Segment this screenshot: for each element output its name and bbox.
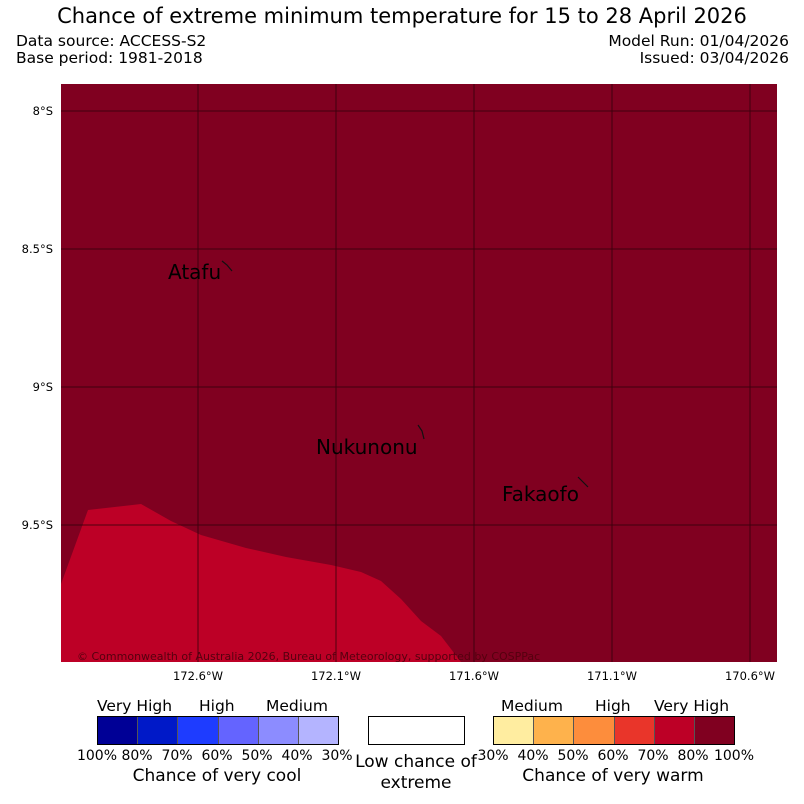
model-run-text: Model Run: 01/04/2026 [608,32,789,50]
base-period-text: Base period: 1981-2018 [16,49,203,67]
warm-group-very-high: Very High [654,697,730,715]
cool-tick-80: 80% [121,748,153,764]
warm-tick-40: 40% [517,748,549,764]
warm-caption: Chance of very warm [522,766,704,786]
cool-group-high: High [199,697,235,715]
lon-label-172-1: 172.1°W [310,669,362,683]
copyright-text: © Commonwealth of Australia 2026, Bureau… [77,650,540,662]
cool-swatch-100-80 [98,717,139,744]
cool-caption: Chance of very cool [132,766,302,786]
low-chance-swatch [368,716,465,745]
lon-label-171-6: 171.6°W [448,669,500,683]
cool-tick-50: 50% [241,748,273,764]
warm-swatch-40-50 [534,717,575,744]
lat-label-9-5: 9.5°S [21,518,53,532]
lat-label-8: 8°S [32,104,53,118]
lat-label-9: 9°S [32,380,53,394]
atoll-outlines [221,260,589,488]
low-chance-caption: Low chance of extreme [355,752,477,793]
cool-colorbar [97,716,339,745]
cool-group-medium: Medium [266,697,328,715]
warm-group-medium: Medium [501,697,563,715]
cool-swatch-80-70 [138,717,179,744]
warm-group-high: High [595,697,631,715]
cool-tick-70: 70% [161,748,193,764]
warm-tick-60: 60% [597,748,629,764]
warm-tick-50: 50% [557,748,589,764]
gridlines [61,84,777,662]
warm-swatch-80-100 [694,717,735,744]
cool-tick-40: 40% [281,748,313,764]
atafu-outline [221,260,233,272]
warm-colorbar [493,716,735,745]
lon-label-171-1: 171.1°W [586,669,638,683]
region-high-warm [61,504,461,662]
cool-swatch-40-30 [298,717,339,744]
warm-swatch-50-60 [574,717,615,744]
cool-swatch-70-60 [178,717,219,744]
meta-left: Data source: ACCESS-S2 Base period: 1981… [16,33,206,67]
place-label-atafu: Atafu [168,260,221,284]
warm-tick-100: 100% [713,748,755,764]
warm-swatch-70-80 [654,717,695,744]
lat-label-8-5: 8.5°S [21,242,53,256]
cool-tick-100: 100% [76,748,118,764]
warm-swatch-30-40 [494,717,535,744]
warm-swatch-60-70 [614,717,655,744]
cool-swatch-50-40 [258,717,299,744]
warm-tick-70: 70% [637,748,669,764]
cool-group-very-high: Very High [97,697,173,715]
warm-tick-30: 30% [477,748,509,764]
lon-label-172-6: 172.6°W [172,669,224,683]
issued-text: Issued: 03/04/2026 [639,49,789,67]
map-panel[interactable]: Atafu Nukunonu Fakaofo © Commonwealth of… [61,84,777,662]
meta-right: Model Run: 01/04/2026 Issued: 03/04/2026 [608,33,789,67]
cool-tick-30: 30% [321,748,353,764]
place-label-fakaofo: Fakaofo [502,482,579,506]
warm-tick-80: 80% [677,748,709,764]
fakaofo-outline [577,476,589,488]
nukunonu-outline [417,424,425,440]
cool-swatch-60-50 [218,717,259,744]
place-label-nukunonu: Nukunonu [316,435,418,459]
data-source-text: Data source: ACCESS-S2 [16,32,207,50]
lon-label-170-6: 170.6°W [724,669,776,683]
cool-tick-60: 60% [201,748,233,764]
chart-title: Chance of extreme minimum temperature fo… [57,4,747,28]
